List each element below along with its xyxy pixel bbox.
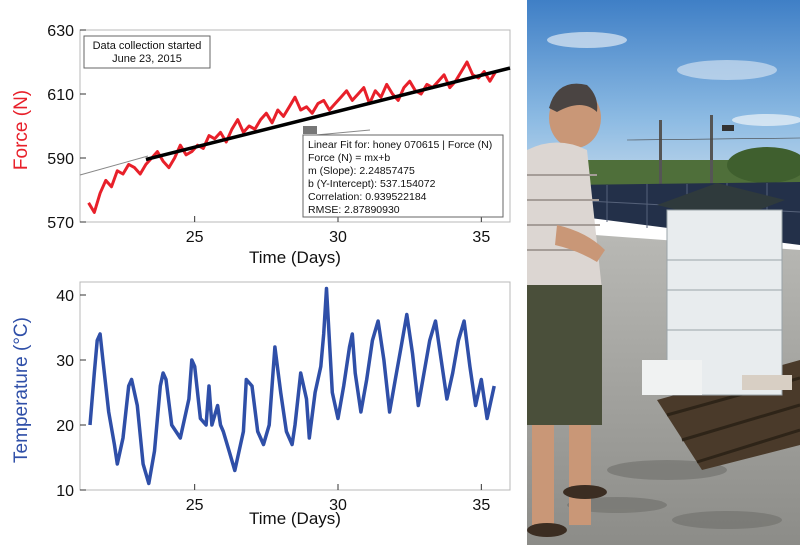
x-tick-label: 30 xyxy=(329,497,347,514)
charts-panel: Force (N) Time (Days) 570 590 610 630 25 30 3… xyxy=(11,23,511,528)
fit-rmse: RMSE: 2.87890930 xyxy=(308,204,400,216)
temperature-y-axis-label: Temperature (°C) xyxy=(11,317,32,463)
fit-slope: m (Slope): 2.24857475 xyxy=(308,165,415,177)
x-tick-label: 30 xyxy=(329,229,347,246)
temperature-y-ticks: 10 20 30 40 xyxy=(56,288,86,500)
y-tick-label: 590 xyxy=(47,151,74,168)
force-y-ticks: 570 590 610 630 xyxy=(47,23,86,232)
temperature-x-ticks: 25 30 35 xyxy=(186,484,490,514)
fit-box-leader xyxy=(315,129,371,136)
fit-box-handle[interactable] xyxy=(303,126,317,134)
fit-correlation: Correlation: 0.939522184 xyxy=(308,191,427,203)
y-tick-label: 610 xyxy=(47,87,74,104)
force-x-ticks: 25 30 35 xyxy=(186,216,490,246)
linear-fit-line xyxy=(145,66,511,162)
temperature-chart: Temperature (°C) Time (Days) 10 20 30 40 25… xyxy=(11,281,511,528)
y-tick-label: 630 xyxy=(47,23,74,40)
y-tick-label: 20 xyxy=(56,418,74,435)
annotation-line-2: June 23, 2015 xyxy=(112,53,182,65)
y-tick-label: 40 xyxy=(56,288,74,305)
force-x-axis-label: Time (Days) xyxy=(249,248,341,267)
y-tick-label: 10 xyxy=(56,483,74,500)
fit-title: Linear Fit for: honey 070615 | Force (N) xyxy=(308,139,492,151)
y-tick-label: 30 xyxy=(56,353,74,370)
force-chart: Force (N) Time (Days) 570 590 610 630 25 30 3… xyxy=(11,23,511,267)
person-figure xyxy=(527,83,607,537)
force-series-line xyxy=(87,60,497,214)
temperature-x-axis-label: Time (Days) xyxy=(249,509,341,528)
temperature-series-line xyxy=(88,286,496,486)
x-tick-label: 35 xyxy=(472,497,490,514)
x-tick-label: 35 xyxy=(472,229,490,246)
initial-trend-line xyxy=(79,155,149,176)
temperature-plot-frame xyxy=(79,281,511,491)
x-tick-label: 25 xyxy=(186,497,204,514)
force-y-axis-label: Force (N) xyxy=(11,90,32,170)
fit-equation: Force (N) = mx+b xyxy=(308,152,390,164)
force-plot-frame xyxy=(79,29,511,223)
annotation-line-1: Data collection started xyxy=(93,40,202,52)
linear-fit-box: Linear Fit for: honey 070615 | Force (N)… xyxy=(302,126,504,218)
x-tick-label: 25 xyxy=(186,229,204,246)
y-tick-label: 570 xyxy=(47,215,74,232)
beehive-photo xyxy=(527,0,800,545)
fit-intercept: b (Y-Intercept): 537.154072 xyxy=(308,178,436,190)
data-collection-annotation: Data collection started June 23, 2015 xyxy=(83,35,211,69)
